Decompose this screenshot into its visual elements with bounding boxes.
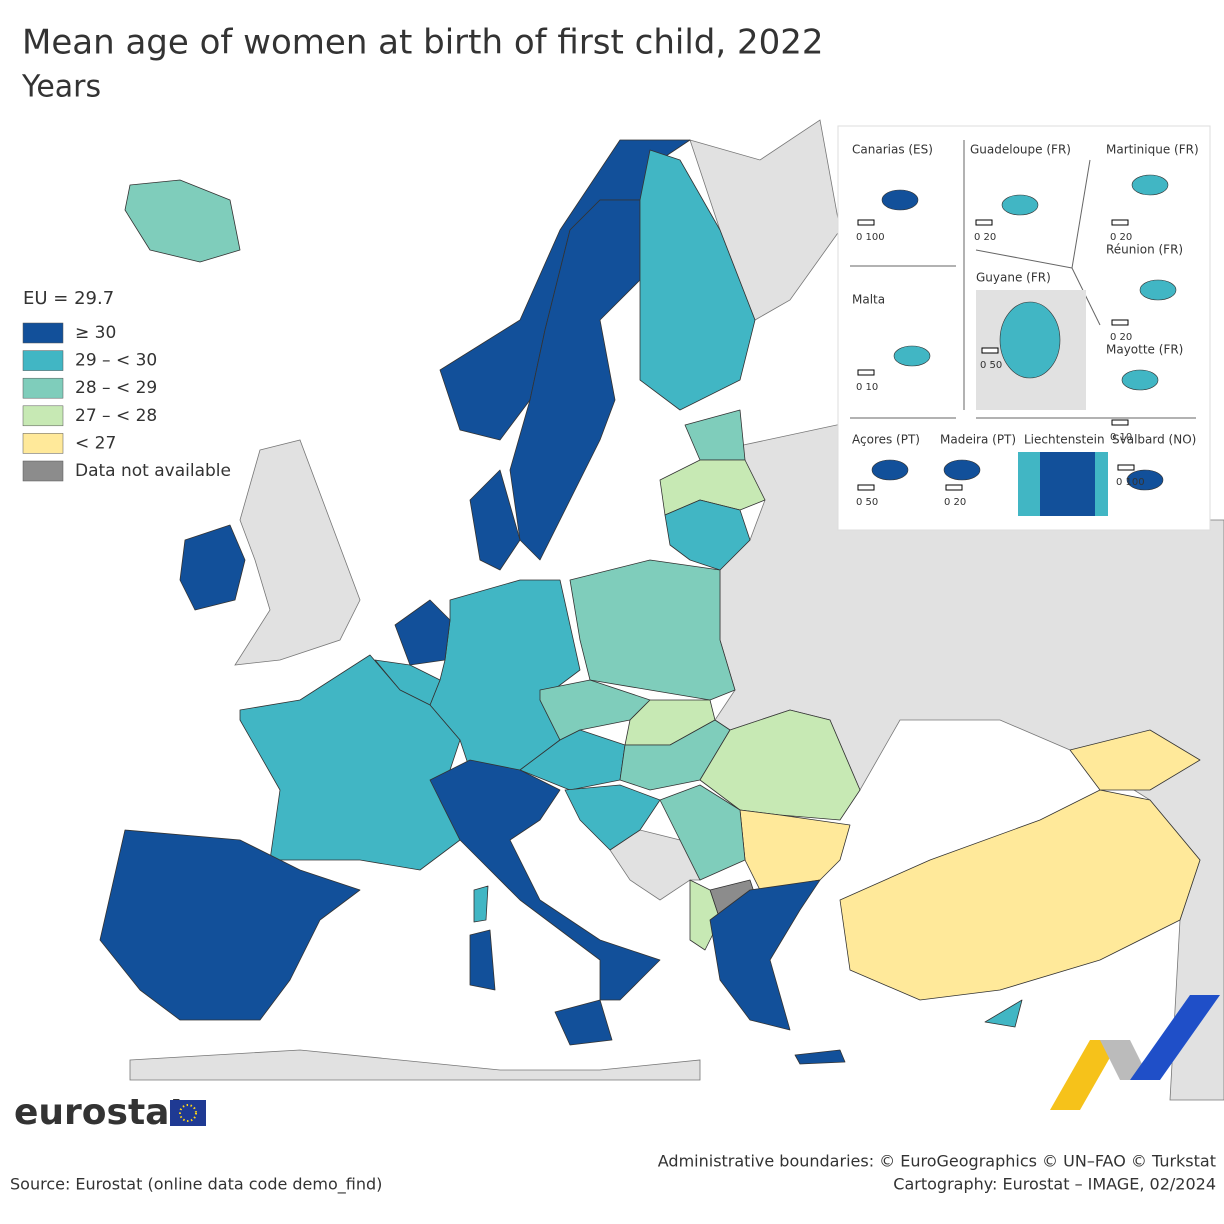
serbia (659, 784, 746, 881)
inset-label: Guadeloupe (FR) (970, 143, 1071, 157)
scale-bar (1111, 319, 1129, 326)
legend-swatch (22, 460, 64, 482)
netherlands (394, 599, 451, 666)
sardinia (469, 929, 496, 991)
inset-label: Liechtenstein (1024, 433, 1105, 447)
scale-bar (857, 219, 875, 226)
inset-land (1001, 194, 1039, 216)
inset-land (1139, 279, 1177, 301)
scale-bar (1117, 464, 1135, 471)
legend-label: 29 – < 30 (75, 351, 157, 371)
cartography: Cartography: Eurostat – IMAGE, 02/2024 (893, 1175, 1216, 1194)
legend-swatch (22, 405, 64, 427)
cyprus (984, 999, 1023, 1028)
non-eu-land (609, 829, 701, 901)
croatia-slovenia (564, 784, 661, 851)
inset-land (871, 459, 909, 481)
inset-label: Svalbard (NO) (1112, 433, 1196, 447)
corsica (473, 885, 489, 923)
inset-label: Açores (PT) (852, 433, 920, 447)
legend-label: 28 – < 29 (75, 378, 157, 398)
greece (709, 879, 821, 1031)
boundaries: Administrative boundaries: © EuroGeograp… (658, 1152, 1216, 1171)
non-eu-land (129, 1049, 701, 1081)
logo-text: eurostat (14, 1092, 187, 1133)
scale-bar (857, 369, 875, 376)
legend-swatch (22, 350, 64, 371)
iceland (124, 179, 241, 263)
eu-stars (179, 1104, 197, 1122)
inset-land (881, 189, 919, 211)
logo-mark (1050, 995, 1220, 1110)
source: Source: Eurostat (online data code demo_… (10, 1175, 382, 1195)
legend-label: 27 – < 28 (75, 406, 157, 426)
czechia (539, 679, 651, 741)
inset-label: Madeira (PT) (940, 433, 1016, 447)
scale-bar (975, 219, 993, 226)
inset-label: Guyane (FR) (976, 271, 1051, 285)
inset-land (893, 345, 931, 367)
sicily (554, 999, 613, 1046)
scale-bar (1111, 419, 1129, 426)
scale-label: 0 20 (944, 497, 966, 508)
inset-divider (975, 249, 1073, 269)
poland (569, 559, 736, 701)
legend-swatch (22, 433, 64, 454)
scale-label: 0 20 (1110, 332, 1132, 343)
map (99, 119, 1224, 1101)
scale-bar (981, 347, 999, 354)
legend-label: < 27 (75, 433, 116, 453)
inset-land (943, 459, 981, 481)
scale-label: 0 20 (1110, 232, 1132, 243)
inset-label: Malta (852, 293, 885, 307)
inset-divider (1071, 159, 1091, 269)
inset-land (1040, 452, 1095, 516)
caucasus (1069, 729, 1201, 791)
scale-label: 0 50 (856, 497, 878, 508)
legend-label: Data not available (75, 461, 231, 481)
inset-label: Martinique (FR) (1106, 143, 1199, 157)
logo-stripe (1050, 1040, 1120, 1110)
inset-land (1121, 369, 1159, 391)
italy (429, 759, 661, 1001)
scale-label: 0 10 (1110, 432, 1132, 443)
eu-flag (170, 1100, 206, 1126)
inset-land (1126, 469, 1164, 491)
inset-label: Mayotte (FR) (1106, 343, 1183, 357)
inset-label: Réunion (FR) (1106, 243, 1183, 257)
bulgaria (739, 809, 851, 891)
scale-bar (945, 484, 963, 491)
estonia (684, 409, 746, 461)
ireland (179, 524, 246, 611)
subtitle: Years (21, 70, 101, 105)
legend-title: EU = 29.7 (23, 288, 114, 309)
inset-label: Canarias (ES) (852, 143, 933, 157)
inset-land (999, 301, 1061, 379)
legend-swatch (22, 377, 64, 399)
denmark (469, 469, 521, 571)
title: Mean age of women at birth of first chil… (22, 23, 824, 63)
inset-land (1131, 174, 1169, 196)
scale-label: 0 100 (1116, 477, 1145, 488)
scale-bar (857, 484, 875, 491)
scale-label: 0 100 (856, 232, 885, 243)
crete (794, 1049, 846, 1065)
scale-label: 0 10 (856, 382, 878, 393)
non-eu-land (234, 439, 361, 666)
lithuania (664, 499, 751, 571)
scale-bar (1111, 219, 1129, 226)
spain-portugal (99, 829, 361, 1021)
finland (639, 149, 756, 411)
insets: Canarias (ES) 0 100 Guadeloupe (FR) 0 20 Mar… (837, 125, 1211, 531)
turkey (839, 789, 1201, 1001)
legend-swatch (22, 322, 64, 344)
scale-label: 0 20 (974, 232, 996, 243)
legend: EU = 29.7 ≥ 30 29 – < 30 28 – < 29 27 – < 2… (22, 288, 231, 482)
scale-label: 0 50 (980, 360, 1002, 371)
legend-label: ≥ 30 (75, 323, 116, 343)
logo-stripe (1130, 995, 1220, 1080)
